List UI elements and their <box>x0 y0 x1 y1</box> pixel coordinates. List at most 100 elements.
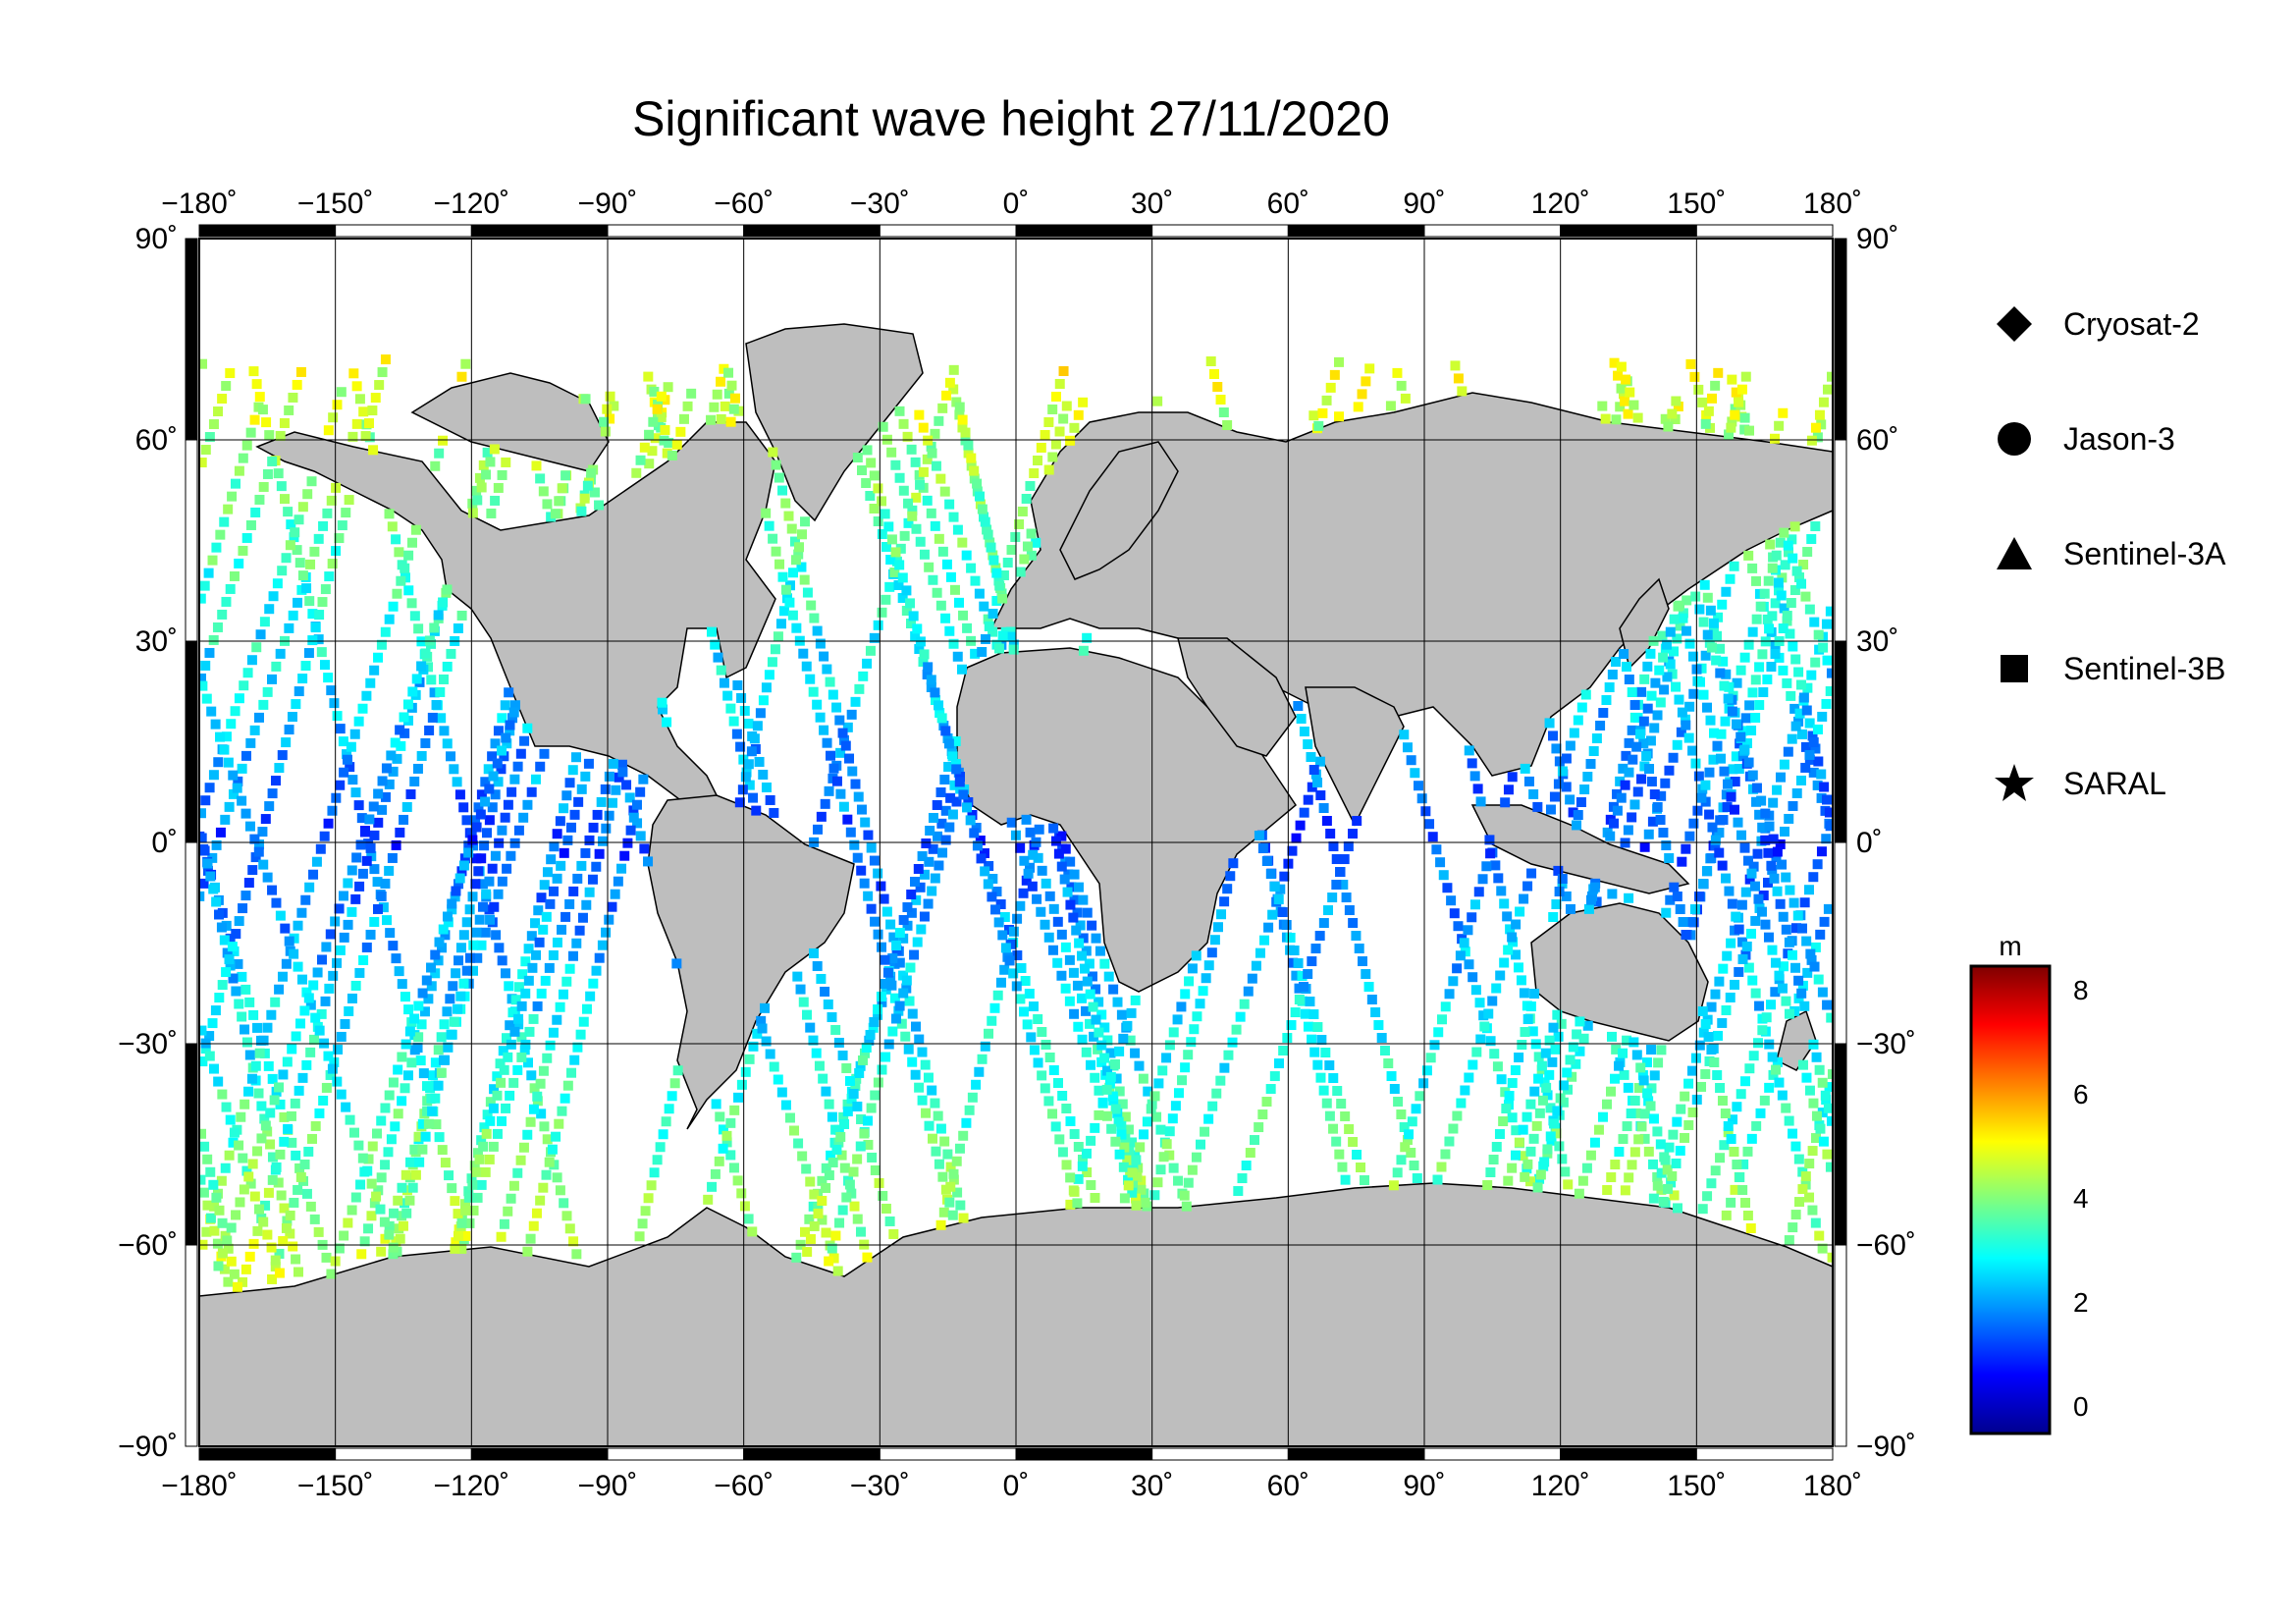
track-marker <box>447 898 457 909</box>
track-marker <box>805 1233 816 1244</box>
track-marker <box>573 796 584 807</box>
track-marker <box>1781 1103 1791 1113</box>
track-marker <box>1057 1147 1068 1158</box>
track-marker <box>1411 1104 1421 1114</box>
track-marker <box>831 1144 842 1155</box>
lon-tick-label-bottom: 180˚ <box>1803 1470 1862 1502</box>
track-marker <box>1786 598 1796 609</box>
track-marker <box>928 843 938 854</box>
track-marker <box>1511 1125 1522 1136</box>
track-marker <box>356 1249 367 1260</box>
track-marker <box>505 1090 515 1101</box>
track-marker <box>295 1171 306 1182</box>
track-marker <box>1507 1112 1518 1123</box>
track-marker <box>506 1039 516 1050</box>
track-marker <box>377 776 388 786</box>
track-marker <box>639 442 650 453</box>
track-marker <box>1020 976 1031 987</box>
track-marker <box>1054 1134 1065 1145</box>
track-marker <box>921 838 932 848</box>
track-marker <box>1704 809 1715 820</box>
track-marker <box>239 680 249 691</box>
track-marker <box>952 651 963 662</box>
track-marker <box>1363 982 1374 993</box>
track-marker <box>1312 1059 1323 1070</box>
track-marker <box>1574 1188 1584 1199</box>
track-marker <box>594 952 605 963</box>
track-marker <box>874 1177 884 1188</box>
track-marker <box>1708 624 1719 635</box>
track-marker <box>264 430 275 441</box>
track-marker <box>1801 705 1812 716</box>
track-marker <box>244 1050 255 1060</box>
track-marker <box>918 466 929 477</box>
track-marker <box>1201 973 1211 984</box>
track-marker <box>552 937 562 947</box>
track-marker <box>438 597 449 608</box>
track-marker <box>1048 823 1059 834</box>
track-marker <box>431 1119 442 1130</box>
track-marker <box>199 1056 208 1067</box>
track-marker <box>1112 997 1123 1007</box>
track-marker <box>1585 1150 1596 1161</box>
track-marker <box>388 766 399 777</box>
track-marker <box>1718 815 1729 826</box>
track-marker <box>1407 1116 1417 1127</box>
track-marker <box>277 750 288 761</box>
track-marker <box>274 763 285 774</box>
track-marker <box>1255 947 1265 958</box>
track-marker <box>400 992 410 1002</box>
track-marker <box>1681 720 1691 730</box>
track-marker <box>1545 804 1556 815</box>
track-marker <box>305 1000 316 1010</box>
track-marker <box>748 1041 759 1052</box>
track-marker <box>204 432 215 443</box>
track-marker <box>268 591 279 602</box>
track-marker <box>230 706 240 717</box>
track-marker <box>589 487 600 498</box>
track-marker <box>1744 874 1755 885</box>
track-marker <box>429 622 440 633</box>
track-marker <box>930 428 940 439</box>
track-marker <box>304 882 315 893</box>
track-marker <box>284 622 294 633</box>
track-marker <box>857 465 868 476</box>
track-marker <box>1717 1096 1728 1107</box>
lon-tick-label-top: −120˚ <box>434 188 510 220</box>
track-marker <box>1471 1047 1482 1057</box>
track-marker <box>1750 915 1761 926</box>
track-marker <box>1131 1200 1142 1211</box>
track-marker <box>939 774 950 784</box>
track-marker <box>1481 861 1492 872</box>
track-marker <box>581 899 592 910</box>
track-marker <box>262 468 273 479</box>
track-marker <box>1061 1104 1072 1114</box>
track-marker <box>224 954 235 965</box>
track-marker <box>234 1140 244 1151</box>
track-marker <box>267 1073 278 1084</box>
track-marker <box>988 874 998 885</box>
legend-item-saral: SARAL <box>1993 754 2166 813</box>
track-marker <box>557 924 567 935</box>
track-marker <box>1532 1182 1543 1193</box>
track-marker <box>258 859 269 870</box>
track-marker <box>411 674 422 684</box>
track-marker <box>918 657 929 668</box>
track-marker <box>671 439 682 450</box>
track-marker <box>526 931 537 942</box>
track-marker <box>265 1139 276 1150</box>
track-marker <box>1814 1064 1825 1075</box>
track-marker <box>248 1009 259 1020</box>
track-marker <box>1469 899 1480 910</box>
track-marker <box>444 1170 454 1181</box>
track-marker <box>1775 839 1786 849</box>
track-marker <box>1118 1033 1129 1044</box>
track-marker <box>202 1200 213 1211</box>
track-marker <box>1635 729 1646 739</box>
track-marker <box>1553 779 1564 789</box>
track-marker <box>423 1118 434 1129</box>
track-marker <box>1087 920 1097 931</box>
track-marker <box>559 1198 569 1209</box>
track-marker <box>609 401 619 411</box>
track-marker <box>1511 949 1522 960</box>
